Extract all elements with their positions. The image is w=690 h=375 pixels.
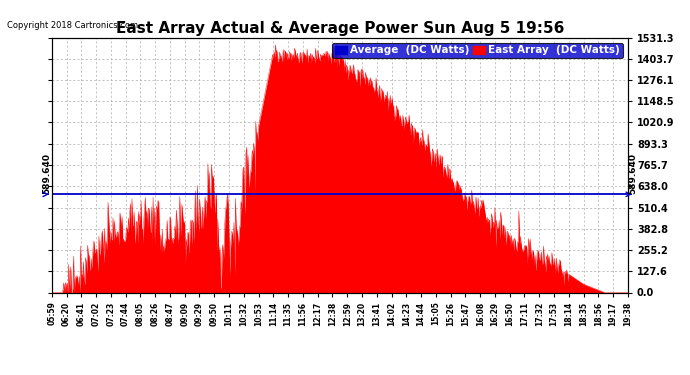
Title: East Array Actual & Average Power Sun Aug 5 19:56: East Array Actual & Average Power Sun Au… — [116, 21, 564, 36]
Text: 589.640: 589.640 — [42, 153, 51, 194]
Text: Copyright 2018 Cartronics.com: Copyright 2018 Cartronics.com — [7, 21, 138, 30]
Text: 589.640: 589.640 — [629, 153, 638, 194]
Legend: Average  (DC Watts), East Array  (DC Watts): Average (DC Watts), East Array (DC Watts… — [332, 43, 622, 58]
